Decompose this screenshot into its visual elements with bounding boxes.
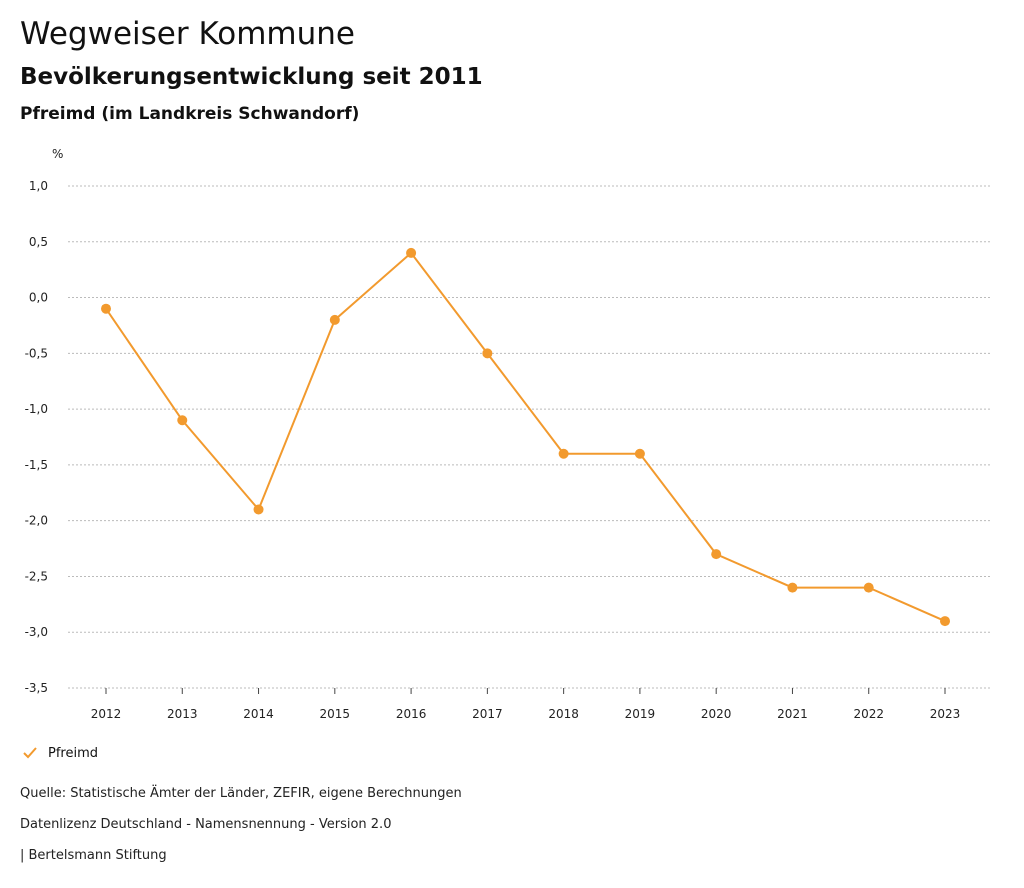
region-label: Pfreimd (im Landkreis Schwandorf) xyxy=(20,104,360,124)
series-layer xyxy=(101,247,950,627)
x-tick-label: 2013 xyxy=(167,707,198,721)
x-tick-label: 2012 xyxy=(91,707,122,721)
grid-layer xyxy=(68,185,990,689)
data-point xyxy=(406,247,417,258)
y-tick-label: -0,5 xyxy=(25,346,48,360)
page-title: Wegweiser Kommune xyxy=(20,16,355,52)
x-tick-label: 2021 xyxy=(777,707,808,721)
x-tick-label: 2023 xyxy=(930,707,961,721)
data-point xyxy=(634,448,645,459)
x-tick-label: 2014 xyxy=(243,707,274,721)
x-tick-label: 2015 xyxy=(320,707,351,721)
x-tick-label: 2016 xyxy=(396,707,427,721)
y-axis-unit-label: % xyxy=(52,147,63,161)
source-note: Quelle: Statistische Ämter der Länder, Z… xyxy=(20,786,462,801)
legend-label: Pfreimd xyxy=(48,745,99,761)
data-point xyxy=(940,616,950,627)
data-point xyxy=(482,348,493,359)
line-chart: % 1,0 0,5 0,0 -0,5 -1,0 -1,5 -2,0 -2,5 -3,0 -3,5 20… xyxy=(25,147,990,721)
checkmark-icon xyxy=(23,747,37,759)
legend[interactable]: Pfreimd xyxy=(22,745,98,761)
y-tick-label: -1,5 xyxy=(25,458,48,472)
y-tick-label: -3,5 xyxy=(25,681,48,695)
x-tick-label: 2020 xyxy=(701,707,732,721)
y-tick-label: 1,0 xyxy=(29,179,48,193)
data-point xyxy=(253,504,264,515)
data-point xyxy=(787,582,798,593)
y-tick-label: 0,0 xyxy=(29,291,48,305)
axis-layer: % 1,0 0,5 0,0 -0,5 -1,0 -1,5 -2,0 -2,5 -3,0 -3,5 20… xyxy=(25,147,961,721)
data-point xyxy=(863,582,874,593)
series-line-pfreimd xyxy=(105,251,946,622)
x-tick-label: 2022 xyxy=(853,707,884,721)
data-point xyxy=(101,303,111,314)
chart-subtitle: Bevölkerungsentwicklung seit 2011 xyxy=(20,64,483,90)
data-point xyxy=(711,549,722,560)
data-point xyxy=(177,415,188,426)
data-point xyxy=(558,448,569,459)
x-tick-label: 2019 xyxy=(625,707,656,721)
license-link[interactable]: Datenlizenz Deutschland - Namensnennung … xyxy=(20,817,392,832)
publisher-note: | Bertelsmann Stiftung xyxy=(20,848,167,863)
y-tick-label: 0,5 xyxy=(29,235,48,249)
y-tick-label: -1,0 xyxy=(25,402,48,416)
data-point xyxy=(329,314,340,325)
y-tick-label: -2,0 xyxy=(25,514,48,528)
y-tick-label: -3,0 xyxy=(25,625,48,639)
x-tick-label: 2018 xyxy=(548,707,579,721)
y-tick-label: -2,5 xyxy=(25,569,48,583)
x-tick-label: 2017 xyxy=(472,707,503,721)
